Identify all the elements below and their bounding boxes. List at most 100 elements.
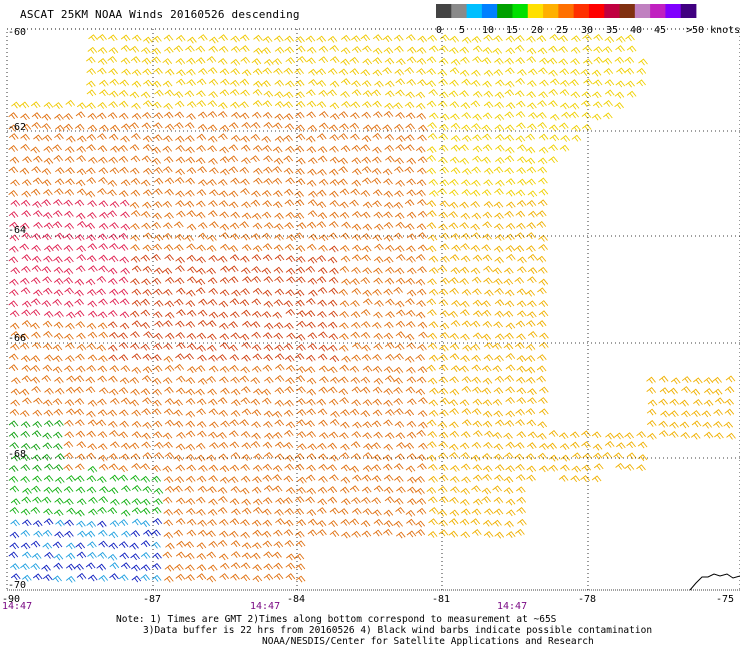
wind-barb — [294, 212, 305, 220]
wind-barb — [253, 80, 263, 88]
wind-barb — [548, 88, 559, 96]
wind-barb — [570, 441, 580, 449]
wind-barb — [53, 266, 64, 274]
wind-barb — [53, 289, 64, 297]
wind-barb — [395, 320, 406, 328]
wind-barb — [44, 354, 54, 362]
wind-barb — [437, 265, 448, 273]
wind-barb — [340, 476, 351, 484]
wind-barb — [361, 344, 371, 352]
wind-barb — [296, 398, 306, 405]
wind-barb — [230, 79, 240, 87]
wind-barb — [385, 298, 395, 306]
wind-barb — [525, 157, 536, 165]
wind-barb — [74, 397, 85, 405]
wind-barb — [316, 79, 327, 87]
wind-barb — [482, 473, 492, 481]
wind-barb — [646, 386, 657, 394]
wind-barb — [209, 221, 219, 229]
wind-barb — [118, 332, 128, 340]
wind-barb — [493, 278, 503, 285]
wind-barb — [10, 330, 21, 338]
wind-barb — [295, 530, 305, 538]
wind-barb — [349, 518, 360, 526]
wind-barb — [352, 474, 362, 482]
wind-barb — [636, 431, 646, 438]
wind-barb — [505, 410, 516, 418]
wind-barb — [120, 179, 131, 187]
wind-barb — [571, 35, 581, 43]
wind-barb — [75, 179, 86, 187]
wind-barb — [66, 375, 76, 383]
wind-barb — [285, 573, 296, 581]
wind-barb — [615, 462, 625, 470]
wind-barb — [41, 300, 52, 307]
wind-barb — [451, 299, 461, 307]
wind-barb — [372, 100, 382, 108]
wind-barb — [440, 232, 450, 240]
wind-barb — [285, 267, 296, 275]
wind-barb — [317, 267, 328, 275]
wind-barb — [131, 518, 142, 526]
wind-barb — [460, 56, 470, 64]
wind-barb — [252, 144, 263, 152]
wind-barb — [417, 134, 427, 142]
wind-barb — [461, 112, 472, 119]
wind-barb — [570, 91, 581, 99]
wind-barb — [107, 189, 117, 197]
wind-barb — [253, 177, 263, 185]
wind-barb — [64, 155, 75, 163]
wind-barb — [504, 124, 515, 132]
wind-barb — [504, 374, 515, 382]
wind-barb — [461, 124, 471, 132]
wind-barb — [8, 551, 19, 559]
wind-barb — [482, 80, 492, 88]
wind-barb — [350, 311, 361, 319]
wind-barb — [252, 88, 263, 96]
wind-barb — [604, 79, 615, 87]
wind-barb — [296, 320, 307, 328]
wind-barb — [97, 133, 107, 140]
wind-barb — [327, 67, 338, 75]
wind-barb — [98, 222, 109, 230]
wind-barb — [251, 212, 262, 220]
wind-barb — [472, 420, 483, 428]
wind-barb — [294, 508, 305, 515]
wind-barb — [416, 112, 427, 120]
wind-barb — [261, 311, 272, 318]
wind-barb — [536, 220, 547, 228]
wind-barb — [9, 278, 19, 286]
wind-barb — [296, 55, 307, 63]
wind-barb — [206, 320, 217, 328]
wind-barb — [9, 245, 19, 253]
wind-barb — [471, 276, 482, 284]
wind-barb — [175, 375, 186, 383]
wind-barb — [372, 34, 383, 42]
wind-barb — [283, 529, 294, 536]
wind-barb — [176, 210, 186, 218]
wind-barb — [197, 519, 208, 527]
wind-barb — [253, 34, 263, 42]
wind-barb — [262, 254, 273, 262]
wind-barb — [426, 80, 437, 88]
wind-barb — [349, 365, 360, 373]
wind-barb — [251, 519, 262, 527]
wind-barb — [614, 432, 624, 440]
wind-barb — [503, 310, 514, 318]
wind-barb — [460, 309, 470, 317]
wind-barb — [484, 342, 494, 350]
wind-barb — [262, 243, 273, 251]
wind-barb — [64, 452, 74, 460]
wind-barb — [472, 474, 483, 482]
wind-barb — [319, 110, 329, 118]
wind-barb — [394, 190, 404, 198]
wind-barb — [404, 333, 415, 341]
wind-barb — [186, 68, 196, 76]
wind-barb — [438, 496, 449, 504]
wind-barb — [516, 365, 527, 373]
wind-barb — [459, 69, 470, 77]
wind-barb — [428, 354, 439, 362]
wind-barb — [538, 397, 548, 404]
wind-barb — [129, 167, 140, 175]
wind-barb — [274, 441, 285, 449]
